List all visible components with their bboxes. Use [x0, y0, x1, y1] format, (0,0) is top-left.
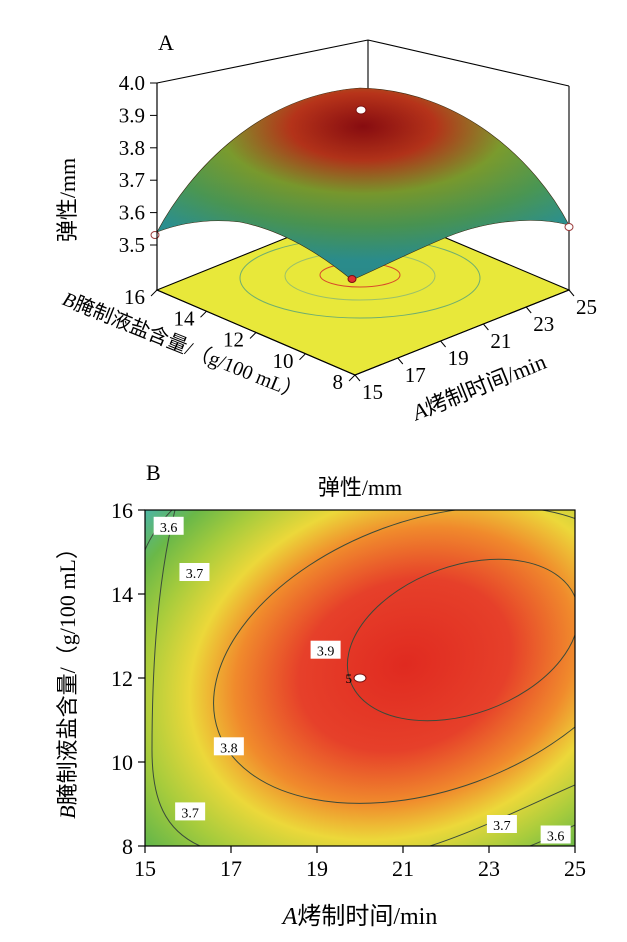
- contour-line-3-7: [151, 510, 201, 846]
- a-tick: [525, 306, 532, 314]
- design-point-top: [355, 105, 367, 115]
- b-axis-ticks: 8 10 12 14 16: [124, 285, 356, 394]
- contour-label: 3.9: [317, 645, 335, 660]
- b-tick: [200, 310, 207, 318]
- contour-labels: 3.6 3.7 3.9 3.8 3.7 3.7 3.6: [153, 516, 571, 845]
- x-tick-label: 17: [220, 856, 242, 881]
- x-axis-label-text: 烤制时间/min: [297, 903, 437, 930]
- a-axis-label-text: 烤制时间/min: [421, 349, 549, 420]
- contour-label: 3.7: [493, 819, 511, 834]
- a-tick-label: 17: [405, 363, 426, 387]
- design-point-center: [347, 275, 357, 283]
- a-tick: [483, 323, 489, 331]
- y-tick-label: 8: [122, 834, 133, 859]
- b-tick-label: 10: [273, 349, 294, 373]
- a-tick-label: 19: [448, 346, 469, 370]
- x-axis-ticks: 15 17 19 21 23 25: [134, 846, 586, 881]
- b-tick: [299, 353, 306, 361]
- contour-label: 3.6: [547, 830, 565, 845]
- a-tick: [568, 289, 575, 297]
- a-tick-label: 21: [490, 329, 511, 353]
- contour-label-box: [153, 516, 184, 535]
- z-axis-label: 弹性/mm: [55, 158, 80, 242]
- contour-label-box: [175, 802, 206, 821]
- y-axis-label: B腌制液盐含量/（g/100 mL）: [55, 537, 80, 819]
- contour-label: 3.7: [186, 567, 204, 582]
- x-axis-label-italic: A: [281, 904, 298, 930]
- x-tick-label: 19: [306, 856, 328, 881]
- b-tick: [348, 374, 356, 382]
- b-tick: [249, 332, 257, 339]
- contour-plot: B 弹性/mm 3.6 3.7 3.9 3.8 3.7 3.7 3.6 5 15 17 19 21…: [55, 460, 586, 930]
- z-tick-label: 3.5: [119, 233, 145, 257]
- contour-label-box: [179, 563, 210, 581]
- contour-label: 3.8: [220, 741, 238, 756]
- a-tick: [440, 340, 446, 348]
- y-tick-label: 14: [111, 582, 133, 607]
- x-tick-label: 15: [134, 856, 156, 881]
- contour-label-box: [540, 825, 571, 844]
- x-tick-label: 25: [564, 856, 586, 881]
- a-axis-ticks: 15 17 19 21 23 25: [354, 289, 597, 404]
- center-point: 5: [346, 671, 367, 686]
- contour-title: 弹性/mm: [318, 475, 402, 500]
- y-axis-ticks: 8 10 12 14 16: [111, 498, 145, 859]
- b-tick-label: 8: [333, 370, 344, 394]
- b-tick-label: 16: [124, 285, 145, 309]
- contour-label: 3.6: [160, 521, 178, 536]
- x-tick-label: 21: [392, 856, 414, 881]
- contour-line-3-8: [213, 510, 575, 804]
- center-point-marker: [353, 673, 367, 683]
- y-tick-label: 12: [111, 666, 133, 691]
- y-axis-label-text: 腌制液盐含量/（g/100 mL）: [55, 537, 80, 805]
- z-tick-label: 3.9: [119, 103, 145, 127]
- b-tick-label: 14: [174, 306, 196, 330]
- a-tick-label: 25: [576, 295, 597, 319]
- surface-shade: [157, 88, 569, 280]
- design-point-left: [150, 231, 160, 239]
- a-tick: [397, 357, 404, 365]
- contour-label: 3.7: [181, 806, 199, 821]
- y-axis-label-italic: B: [55, 805, 80, 818]
- contour-field: [145, 510, 575, 846]
- y-tick-label: 16: [111, 498, 133, 523]
- a-tick-label: 23: [533, 312, 554, 336]
- z-tick-label: 3.8: [119, 136, 145, 160]
- contour-line-3-9: [346, 558, 575, 722]
- z-axis-ticks: 3.5 3.6 3.7 3.8 3.9 4.0: [119, 71, 157, 257]
- z-tick-label: 3.6: [119, 201, 145, 225]
- design-point-right: [564, 223, 574, 231]
- y-tick-label: 10: [111, 750, 133, 775]
- z-tick-label: 3.7: [119, 168, 145, 192]
- contour-lines: [145, 510, 575, 846]
- a-axis-label: A烤制时间/min: [407, 349, 550, 426]
- a-tick-label: 15: [362, 380, 383, 404]
- a-tick: [354, 374, 361, 382]
- panel-label-b: B: [146, 460, 161, 485]
- x-axis-label: A烤制时间/min: [281, 903, 438, 930]
- contour-label-box: [310, 640, 341, 659]
- contour-label-box: [213, 737, 244, 756]
- b-tick-label: 12: [223, 328, 244, 352]
- b-tick: [150, 289, 158, 297]
- center-point-label: 5: [346, 671, 353, 686]
- panel-label-a: A: [158, 30, 174, 55]
- contour-label-box: [486, 815, 517, 833]
- x-tick-label: 23: [478, 856, 500, 881]
- z-tick-label: 4.0: [119, 71, 145, 95]
